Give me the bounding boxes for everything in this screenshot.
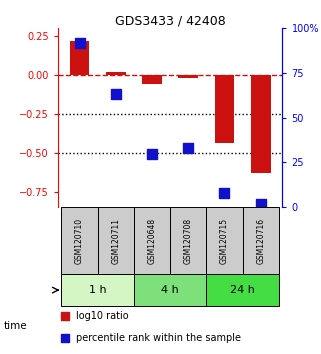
Point [222,190,227,196]
Text: 4 h: 4 h [161,285,179,295]
Text: GSM120715: GSM120715 [220,218,229,264]
Bar [134,274,206,306]
Point [150,151,155,156]
Bar [142,75,162,84]
Bar [70,41,90,75]
Bar [98,207,134,274]
Text: GSM120710: GSM120710 [75,218,84,264]
Text: GSM120648: GSM120648 [148,218,157,264]
Text: percentile rank within the sample: percentile rank within the sample [76,333,241,343]
Text: 1 h: 1 h [89,285,107,295]
Bar [243,207,279,274]
Title: GDS3433 / 42408: GDS3433 / 42408 [115,14,226,27]
Bar [106,72,126,75]
Point [113,92,118,97]
Point [258,201,263,206]
Bar [178,75,198,78]
Text: GSM120708: GSM120708 [184,218,193,264]
Text: GSM120716: GSM120716 [256,218,265,264]
Bar [206,207,243,274]
Bar [214,75,234,143]
Point [62,313,67,319]
Text: 24 h: 24 h [230,285,255,295]
Point [77,40,82,45]
Text: GSM120711: GSM120711 [111,218,120,264]
Bar [61,274,134,306]
Bar [170,207,206,274]
Text: log10 ratio: log10 ratio [76,311,128,321]
Bar [134,207,170,274]
Bar [251,75,271,173]
Point [62,335,67,341]
Bar [206,274,279,306]
Bar [61,207,98,274]
Point [186,145,191,151]
Text: time: time [3,321,27,331]
